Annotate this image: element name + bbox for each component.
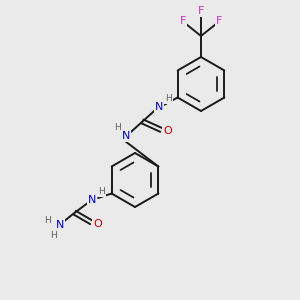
Text: N: N bbox=[122, 131, 130, 141]
Text: O: O bbox=[93, 219, 102, 229]
Text: H: H bbox=[50, 231, 56, 240]
Text: F: F bbox=[216, 16, 222, 26]
Text: H: H bbox=[114, 123, 121, 132]
Text: N: N bbox=[88, 195, 96, 205]
Text: O: O bbox=[163, 126, 172, 136]
Text: F: F bbox=[198, 5, 204, 16]
Text: H: H bbox=[44, 216, 51, 225]
Text: N: N bbox=[56, 220, 64, 230]
Text: H: H bbox=[165, 94, 172, 103]
Text: H: H bbox=[98, 187, 104, 196]
Text: N: N bbox=[155, 102, 163, 112]
Text: F: F bbox=[180, 16, 186, 26]
